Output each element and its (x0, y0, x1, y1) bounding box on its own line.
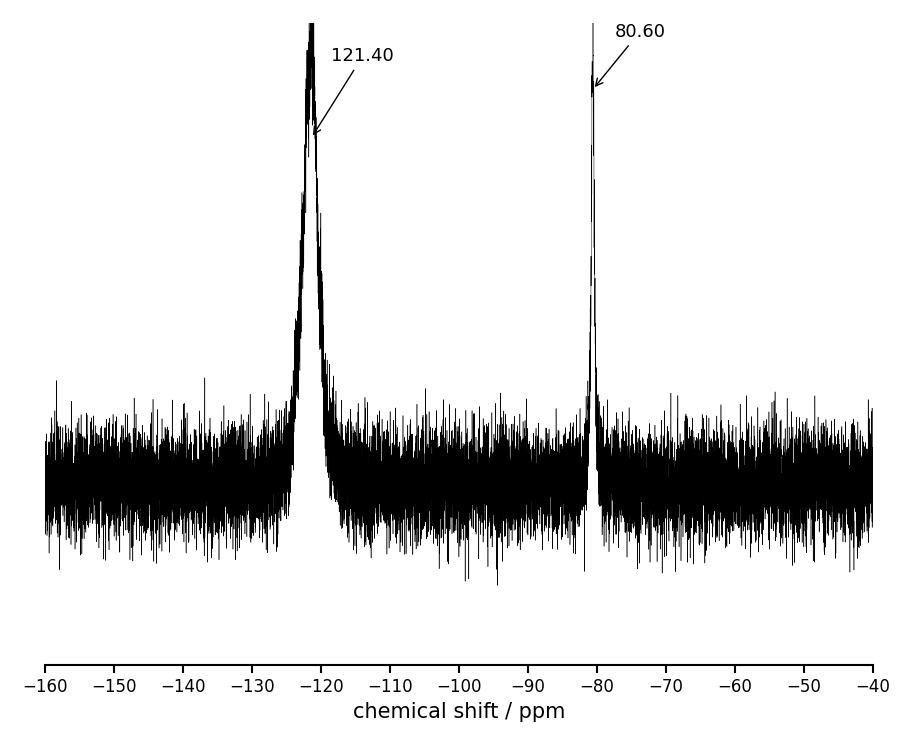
Text: 80.60: 80.60 (596, 23, 665, 86)
X-axis label: chemical shift / ppm: chemical shift / ppm (353, 702, 565, 722)
Text: 121.40: 121.40 (313, 47, 394, 135)
